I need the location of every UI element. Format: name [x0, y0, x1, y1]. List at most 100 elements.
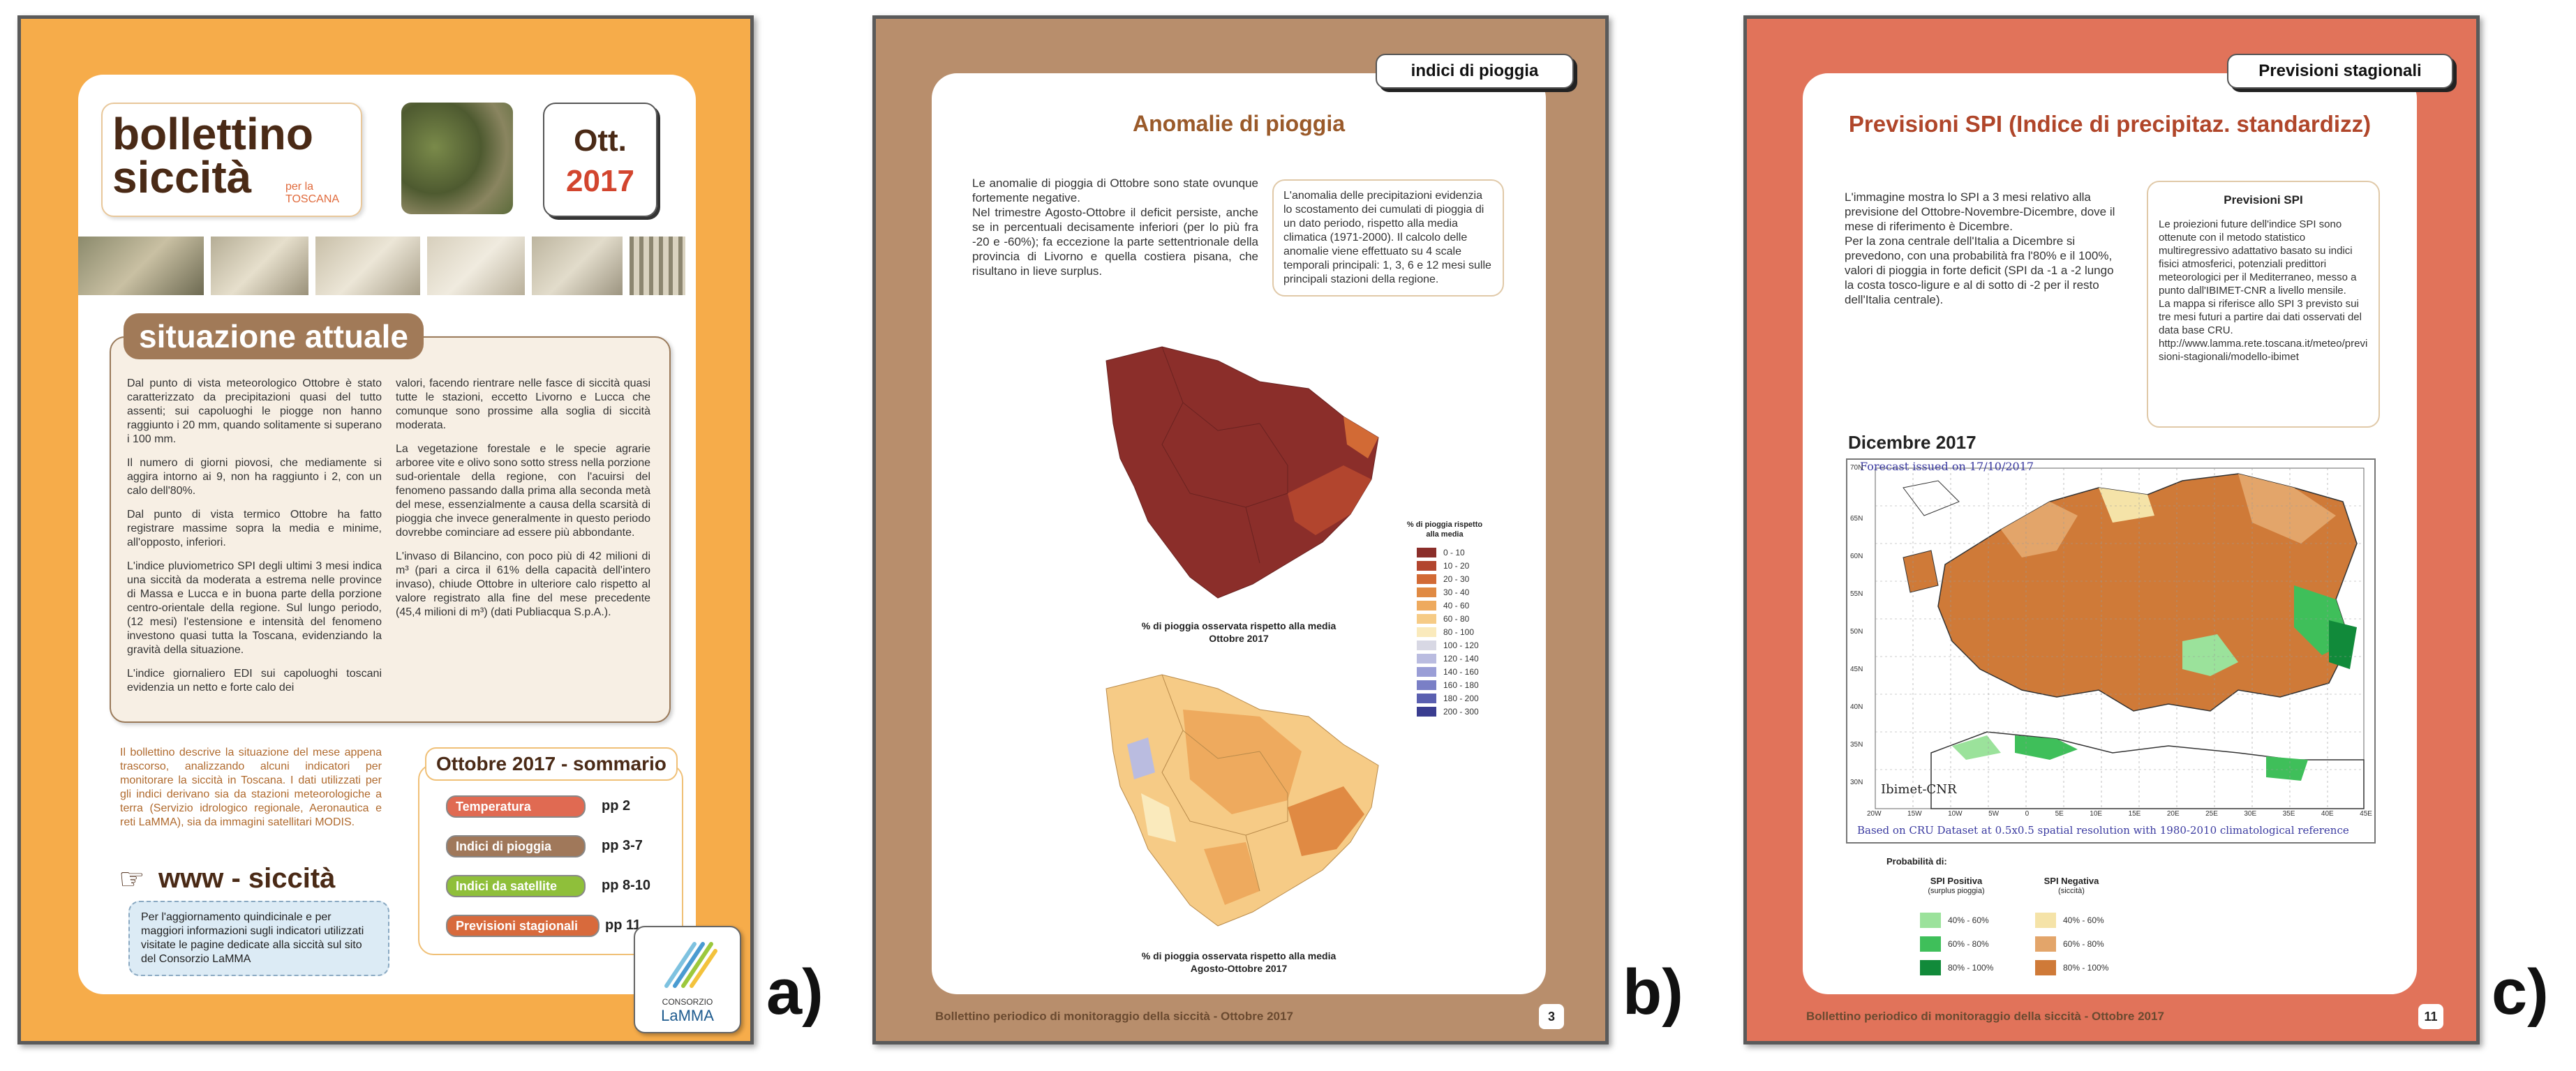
lamma-logo-icon: [664, 942, 717, 988]
page-a-content: bollettino siccità per la TOSCANA Ott. 2…: [78, 75, 696, 994]
toscana-label: TOSCANA: [285, 193, 340, 205]
grass-photo: [401, 103, 513, 214]
spi-p2: Per la zona centrale dell'Italia a Dicem…: [1845, 234, 2114, 306]
panel-label-b: b): [1623, 957, 1683, 1028]
lat-tick-top: 70N: [1850, 464, 1863, 472]
legend-row-8: 120 - 140: [1417, 652, 1479, 665]
summary-previsioni[interactable]: Previsioni stagionali: [446, 915, 600, 937]
neg-legend-row-0: 40% - 60%: [2035, 908, 2108, 932]
pos-legend-row-0: 40% - 60%: [1920, 908, 1993, 932]
logo-line2: LaMMA: [661, 1007, 714, 1024]
section-box: [110, 336, 671, 723]
legend-row-4: 40 - 60: [1417, 599, 1479, 612]
pos-sub: (surplus pioggia): [1928, 887, 1985, 895]
anomalie-p1: Le anomalie di pioggia di Ottobre sono s…: [972, 177, 1258, 204]
neg-legend: 40% - 60% 60% - 80% 80% - 100%: [2035, 908, 2108, 980]
lamma-logo: CONSORZIO LaMMA: [634, 926, 741, 1033]
tag-indici-pioggia: indici di pioggia: [1376, 54, 1574, 89]
page-number-c: 11: [2418, 1004, 2443, 1029]
lat-tick: 50N: [1850, 628, 1863, 636]
pioggia-legend: 0 - 10 10 - 20 20 - 30 30 - 40 40 - 60 6…: [1417, 546, 1479, 718]
panel-label-c: c): [2492, 957, 2549, 1028]
summary-indici-pioggia-pages: pp 3-7: [602, 838, 643, 853]
page-c: Previsioni stagionali Previsioni SPI (In…: [1743, 15, 2480, 1044]
lat-tick: 60N: [1850, 553, 1863, 560]
legend-row-1: 10 - 20: [1417, 559, 1479, 572]
summary-indici-pioggia[interactable]: Indici di pioggia: [446, 835, 586, 857]
footer-c: Bollettino periodico di monitoraggio del…: [1806, 1010, 2164, 1023]
footer-b: Bollettino periodico di monitoraggio del…: [935, 1010, 1293, 1023]
www-box[interactable]: Per l'aggiornamento quindicinale e per m…: [128, 901, 389, 976]
page-a: bollettino siccità per la TOSCANA Ott. 2…: [17, 15, 754, 1044]
neg-sub: (siccità): [2058, 887, 2085, 895]
col1-p4: L'indice pluviometrico SPI degli ultimi …: [127, 560, 382, 656]
europe-spi-map: [1875, 467, 2365, 809]
title-box: bollettino siccità per la TOSCANA: [101, 103, 362, 217]
spi-p1: L'immagine mostra lo SPI a 3 mesi relati…: [1845, 190, 2115, 233]
legend-row-3: 30 - 40: [1417, 585, 1479, 599]
summary-indici-satellite[interactable]: Indici da satellite: [446, 875, 586, 897]
tuscany-shape-ottobre: [1105, 346, 1379, 599]
spi-box-link[interactable]: http://www.lamma.rete.toscana.it/meteo/p…: [2159, 338, 2368, 363]
section-col1: Dal punto di vista meteorologico Ottobre…: [127, 377, 382, 705]
spi-box-text: Le proiezioni future dell'indice SPI son…: [2159, 218, 2368, 364]
legend-row-6: 80 - 100: [1417, 625, 1479, 638]
spi-box-p1: Le proiezioni future dell'indice SPI son…: [2159, 218, 2357, 297]
summary-temperatura[interactable]: Temperatura: [446, 795, 586, 818]
summary-previsioni-pages: pp 11: [605, 918, 641, 933]
legend-row-10: 160 - 180: [1417, 678, 1479, 691]
year-label: 2017: [566, 164, 634, 198]
logo-line1: CONSORZIO: [662, 997, 713, 1007]
anomalie-p2: Nel trimestre Agosto-Ottobre il deficit …: [972, 206, 1258, 278]
neg-legend-row-2: 80% - 100%: [2035, 956, 2108, 980]
pos-legend: 40% - 60% 60% - 80% 80% - 100%: [1920, 908, 1993, 980]
lat-tick: 55N: [1850, 590, 1863, 598]
pioggia-legend-title: % di pioggia rispetto alla media: [1406, 520, 1483, 539]
www-title[interactable]: www - siccità: [158, 863, 336, 894]
legend-row-11: 180 - 200: [1417, 691, 1479, 705]
pos-legend-row-1: 60% - 80%: [1920, 932, 1993, 956]
col1-p2: Il numero di giorni piovosi, che mediame…: [127, 457, 382, 497]
title-line2: siccità: [112, 152, 252, 202]
cru-note: Based on CRU Dataset at 0.5x0.5 spatial …: [1857, 824, 2349, 837]
col1-p3: Dal punto di vista termico Ottobre ha fa…: [127, 509, 382, 548]
lat-tick: 65N: [1850, 515, 1863, 523]
map-ottobre: [1105, 346, 1379, 599]
map2-caption-line2: Agosto-Ottobre 2017: [1190, 963, 1288, 974]
per-la-label: per la: [285, 181, 314, 193]
legend-row-7: 100 - 120: [1417, 638, 1479, 652]
section-col2: valori, facendo rientrare nelle fasce di…: [396, 377, 650, 629]
legend-row-9: 140 - 160: [1417, 665, 1479, 678]
prob-title: Probabilità di:: [1886, 856, 1947, 867]
col2-p2: La vegetazione forestale e le specie agr…: [396, 443, 650, 539]
legend-row-2: 20 - 30: [1417, 572, 1479, 585]
title-anomalie: Anomalie di pioggia: [1132, 111, 1345, 136]
spi-box-p2: La mappa si riferisce allo SPI 3 previst…: [2159, 298, 2362, 336]
intro-text: Il bollettino descrive la situazione del…: [120, 747, 382, 828]
lat-tick: 40N: [1850, 703, 1863, 711]
pos-legend-row-2: 80% - 100%: [1920, 956, 1993, 980]
lat-tick: 45N: [1850, 666, 1863, 673]
title-line1: bollettino: [112, 109, 313, 159]
tuscany-lighter2-ottobre: [1343, 417, 1378, 458]
section-title: situazione attuale: [124, 313, 424, 359]
panel-label-a: a): [766, 957, 824, 1028]
map-title-dicembre: Dicembre 2017: [1848, 432, 1976, 453]
page-number-b: 3: [1539, 1004, 1564, 1029]
lon-ticks: 20W 15W 10W 5W 0 5E 10E 15E 20E 25E 30E 35E 40E 4…: [1867, 810, 2372, 818]
lat-tick: 35N: [1850, 741, 1863, 749]
summary-title: Ottobre 2017 - sommario: [425, 747, 678, 781]
col2-p3: L'invaso di Bilancino, con poco più di 4…: [396, 551, 650, 618]
ibimet-label: Ibimet-CNR: [1881, 782, 1957, 797]
col2-p1: valori, facendo rientrare nelle fasce di…: [396, 377, 650, 431]
spi-box-title: Previsioni SPI: [2224, 193, 2303, 207]
month-box: Ott. 2017: [543, 103, 657, 217]
forecast-issued: Forecast issued on 17/10/2017: [1860, 460, 2034, 473]
anomalie-box: L'anomalia delle precipitazioni evidenzi…: [1272, 179, 1504, 297]
photo-strip: [78, 237, 696, 295]
tag-previsioni-stagionali: Previsioni stagionali: [2227, 54, 2453, 89]
neg-legend-row-1: 60% - 80%: [2035, 932, 2108, 956]
map1-caption-line2: Ottobre 2017: [1209, 633, 1269, 644]
neg-title: SPI Negativa: [2043, 876, 2099, 886]
page-b: indici di pioggia Anomalie di pioggia Le…: [872, 15, 1609, 1044]
